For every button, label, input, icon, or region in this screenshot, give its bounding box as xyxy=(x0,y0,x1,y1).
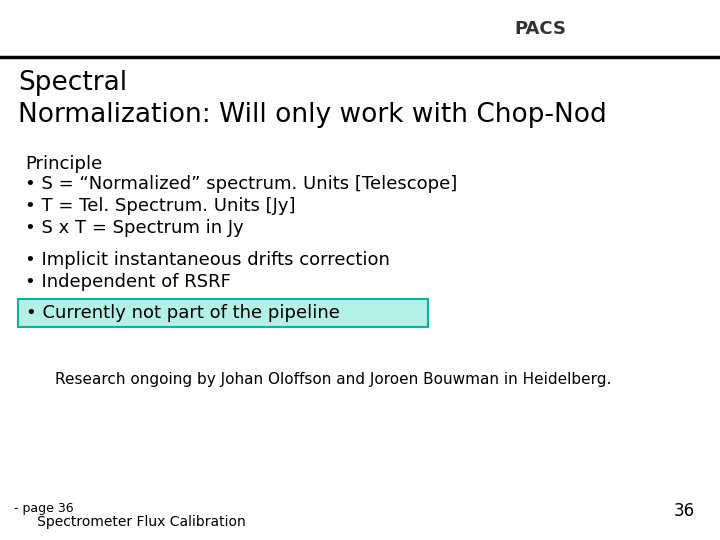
Text: Research ongoing by Johan Oloffson and Joroen Bouwman in Heidelberg.: Research ongoing by Johan Oloffson and J… xyxy=(55,372,611,387)
Text: - page 36: - page 36 xyxy=(14,502,73,515)
Text: Spectrometer Flux Calibration: Spectrometer Flux Calibration xyxy=(24,515,246,529)
Text: • S = “Normalized” spectrum. Units [Telescope]: • S = “Normalized” spectrum. Units [Tele… xyxy=(25,175,457,193)
Text: • Independent of RSRF: • Independent of RSRF xyxy=(25,273,231,291)
Text: • Currently not part of the pipeline: • Currently not part of the pipeline xyxy=(26,304,340,322)
Text: • S x T = Spectrum in Jy: • S x T = Spectrum in Jy xyxy=(25,219,244,237)
Text: Normalization: Will only work with Chop-Nod: Normalization: Will only work with Chop-… xyxy=(18,102,607,128)
Text: • T = Tel. Spectrum. Units [Jy]: • T = Tel. Spectrum. Units [Jy] xyxy=(25,197,295,215)
FancyBboxPatch shape xyxy=(18,299,428,327)
Text: 36: 36 xyxy=(674,502,695,520)
Text: Spectral: Spectral xyxy=(18,70,127,96)
Text: • Implicit instantaneous drifts correction: • Implicit instantaneous drifts correcti… xyxy=(25,251,390,269)
Text: PACS: PACS xyxy=(514,19,566,37)
Text: Principle: Principle xyxy=(25,155,102,173)
